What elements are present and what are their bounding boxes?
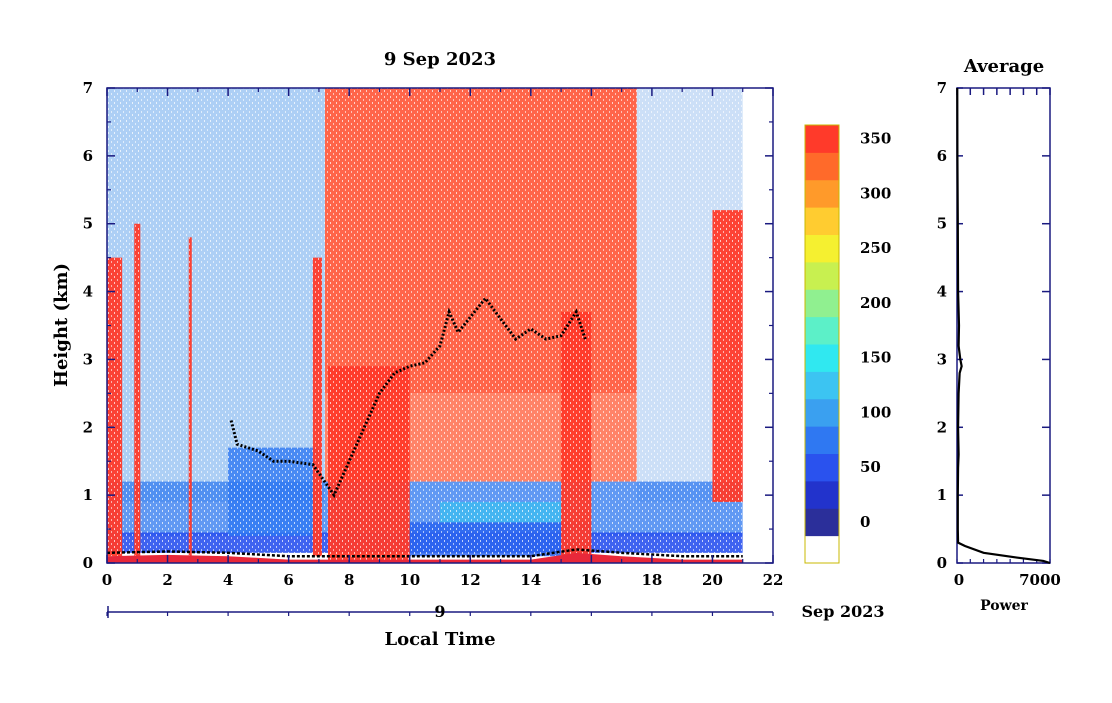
profile-y-tick-label: 2 bbox=[937, 418, 947, 436]
profile-y-tick-label: 6 bbox=[937, 147, 947, 165]
colorbar-swatch bbox=[805, 234, 839, 263]
y-tick-label: 6 bbox=[83, 147, 93, 165]
colorbar-swatch bbox=[805, 535, 839, 564]
profile-y-tick-label: 1 bbox=[937, 486, 947, 504]
y-tick-label: 1 bbox=[83, 486, 93, 504]
x-tick-label: 12 bbox=[460, 571, 481, 589]
profile-chart-title: Average bbox=[963, 56, 1044, 77]
profile-y-tick-label: 3 bbox=[937, 350, 947, 368]
colorbar-swatch bbox=[805, 398, 839, 427]
colorbar-tick-label: 300 bbox=[860, 184, 891, 202]
field-boundary-layer-top bbox=[229, 295, 587, 499]
profile-plot-frame bbox=[956, 87, 1051, 564]
colorbar-swatch bbox=[805, 371, 839, 400]
colorbar-tick-label: 200 bbox=[860, 294, 891, 312]
field-surface-markers bbox=[107, 548, 743, 558]
colorbar-tick-label: 150 bbox=[860, 349, 891, 367]
y-tick-label: 2 bbox=[83, 418, 93, 436]
colorbar-swatch bbox=[805, 453, 839, 482]
colorbar-swatch bbox=[805, 426, 839, 454]
x-tick-label: 4 bbox=[223, 571, 233, 589]
colorbar-swatch bbox=[805, 289, 839, 318]
colorbar-tick-label: 50 bbox=[860, 458, 881, 476]
colorbar-swatch bbox=[805, 316, 839, 345]
profile-y-tick-label: 0 bbox=[937, 554, 947, 572]
profile-x-axis-label: Power bbox=[980, 598, 1028, 614]
y-tick-label: 0 bbox=[83, 554, 93, 572]
x-tick-label: 18 bbox=[641, 571, 662, 589]
profile-x-tick-label: 0 bbox=[954, 571, 964, 589]
colorbar-swatch bbox=[805, 152, 839, 181]
colorbar-tick-label: 250 bbox=[860, 239, 891, 257]
x-tick-label: 22 bbox=[763, 571, 784, 589]
profile-y-tick-label: 7 bbox=[937, 79, 947, 97]
main-x-axis: 0 2 4 6 8 10 12 14 16 18 20 22 bbox=[102, 88, 784, 616]
y-tick-label: 5 bbox=[83, 215, 93, 233]
profile-x-tick-label: 7000 bbox=[1019, 571, 1061, 589]
field-no-data bbox=[742, 88, 773, 563]
main-y-axis: 0 1 2 3 4 5 6 7 bbox=[83, 79, 773, 572]
y-tick-label: 4 bbox=[83, 283, 93, 301]
heatmap-field bbox=[107, 88, 773, 563]
colorbar: 0 50 100 150 200 250 300 350 bbox=[804, 124, 891, 564]
colorbar-swatch bbox=[805, 179, 839, 208]
colorbar-frame bbox=[804, 124, 840, 564]
main-y-axis-label: Height (km) bbox=[51, 263, 72, 387]
y-tick-label: 3 bbox=[83, 350, 93, 368]
field-surface-layer bbox=[107, 552, 743, 563]
x-tick-label: 16 bbox=[581, 571, 602, 589]
y-tick-label: 7 bbox=[83, 79, 93, 97]
colorbar-swatch bbox=[805, 125, 839, 153]
colorbar-swatch bbox=[805, 508, 839, 537]
x-tick-label: 14 bbox=[520, 571, 541, 589]
x-tick-label: 8 bbox=[344, 571, 354, 589]
field-speckle bbox=[107, 88, 743, 563]
date-axis-suffix: Sep 2023 bbox=[801, 602, 884, 621]
colorbar-swatch bbox=[805, 344, 839, 372]
x-tick-label: 6 bbox=[283, 571, 293, 589]
date-axis-day-label: 9 bbox=[434, 602, 445, 621]
x-tick-label: 10 bbox=[399, 571, 420, 589]
main-chart-title: 9 Sep 2023 bbox=[384, 49, 496, 70]
colorbar-swatch bbox=[805, 480, 839, 509]
colorbar-tick-label: 100 bbox=[860, 403, 891, 421]
profile-y-tick-label: 4 bbox=[937, 283, 947, 301]
x-tick-label: 2 bbox=[162, 571, 172, 589]
colorbar-swatch bbox=[805, 261, 839, 290]
profile-y-tick-label: 5 bbox=[937, 215, 947, 233]
colorbar-swatch bbox=[805, 207, 839, 235]
x-tick-label: 0 bbox=[102, 571, 112, 589]
colorbar-tick-label: 0 bbox=[860, 513, 870, 531]
colorbar-tick-label: 350 bbox=[860, 130, 891, 148]
profile-line bbox=[956, 87, 1051, 565]
main-x-axis-label: Local Time bbox=[384, 629, 495, 650]
profile-axes: 0 1 2 3 4 5 6 7 0 7000 bbox=[937, 79, 1061, 589]
x-tick-label: 20 bbox=[702, 571, 723, 589]
